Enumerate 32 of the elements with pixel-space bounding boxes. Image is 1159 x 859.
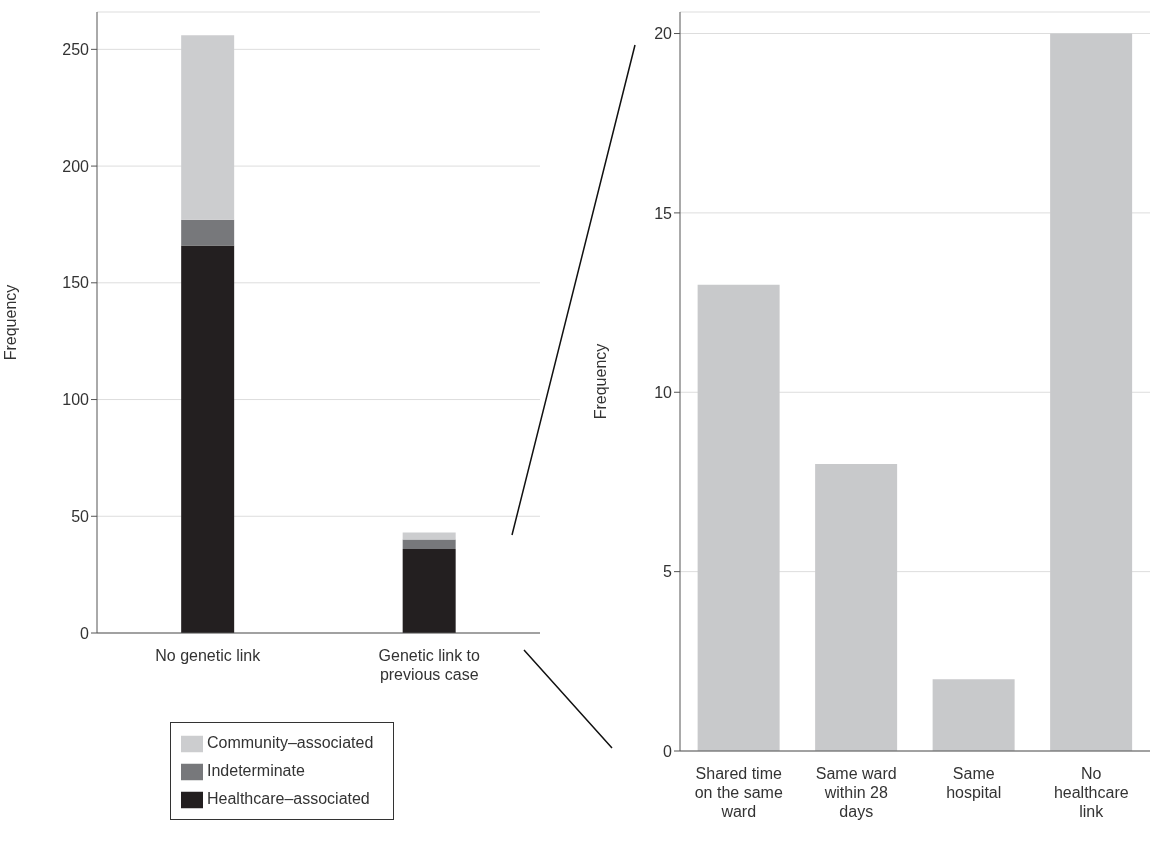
bar: [181, 35, 235, 220]
y-tick-label: 5: [663, 563, 673, 581]
y-axis-title: Frequency: [1, 284, 19, 361]
bar: [697, 284, 780, 751]
bar: [402, 548, 456, 633]
bar: [815, 464, 898, 751]
x-tick-label: Same ward within 28 days: [815, 765, 897, 820]
y-tick-label: 50: [71, 507, 90, 525]
y-tick-label: 150: [62, 274, 90, 292]
legend-label: Indeterminate: [207, 762, 305, 779]
x-tick-label: Genetic link to previous case: [378, 647, 481, 683]
x-tick-label: No healthcare link: [1053, 765, 1129, 820]
bar: [402, 532, 456, 540]
bar: [932, 679, 1015, 751]
y-axis-title: Frequency: [591, 343, 609, 420]
x-tick-label: Same hospital: [946, 765, 1002, 801]
y-tick-label: 20: [654, 25, 673, 43]
x-tick-label: No genetic link: [155, 647, 262, 664]
y-tick-label: 200: [62, 157, 90, 175]
legend-label: Healthcare–associated: [207, 790, 370, 807]
bar: [181, 245, 235, 633]
bar: [402, 539, 456, 549]
bar: [1050, 33, 1133, 751]
y-tick-label: 0: [663, 742, 673, 760]
y-tick-label: 15: [654, 204, 673, 222]
bar: [181, 219, 235, 246]
y-tick-label: 250: [62, 41, 90, 59]
legend-label: Community–associated: [207, 734, 374, 751]
x-tick-label: Shared time on the same ward: [694, 765, 783, 820]
y-tick-label: 0: [80, 624, 90, 642]
y-tick-label: 100: [62, 391, 90, 409]
y-tick-label: 10: [654, 383, 673, 401]
